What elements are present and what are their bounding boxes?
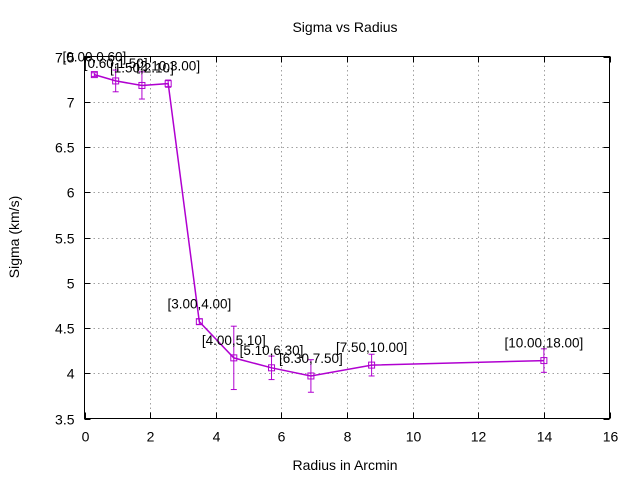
x-tick-label: 14: [537, 429, 553, 445]
y-axis-title: Sigma (km/s): [6, 196, 22, 278]
data-label: [3.00,4.00]: [167, 297, 231, 312]
data-point: [195, 318, 203, 326]
data-label: [0.60,1.50]: [84, 56, 148, 71]
y-tick-label: 6: [67, 185, 75, 201]
data-point: [90, 71, 98, 79]
data-label: [7.50,10.00]: [336, 340, 407, 355]
y-tick-label: 3.5: [55, 412, 75, 428]
series-line: [94, 73, 544, 377]
x-tick-label: 0: [82, 429, 90, 445]
data-label: [4.00,5.10]: [202, 333, 266, 348]
y-tick-label: 7: [67, 95, 75, 111]
x-tick-label: 8: [344, 429, 352, 445]
y-tick-label: 5: [67, 276, 75, 292]
y-tick-label: 7.5: [55, 50, 75, 66]
point-labels: [0.00,0.60][0.60,1.50][1.50,2.10][2.10,3…: [62, 50, 583, 366]
x-tick-label: 2: [147, 429, 155, 445]
chart-title: Sigma vs Radius: [292, 19, 397, 35]
data-point: [230, 354, 238, 362]
data-label: [0.00,0.60]: [62, 50, 126, 65]
data-point: [268, 364, 276, 372]
data-point: [138, 81, 146, 89]
data-point: [164, 80, 172, 88]
x-tick-label: 10: [406, 429, 422, 445]
x-tick-label: 16: [603, 429, 619, 445]
data-label: [10.00,18.00]: [504, 336, 583, 351]
x-tick-label: 12: [471, 429, 487, 445]
data-point: [540, 357, 548, 365]
data-label: [1.50,2.10]: [110, 60, 174, 75]
data-label: [5.10,6.30]: [240, 343, 304, 358]
axis-ticks: 0 2 4 6 8 10 12 14 16 3.5 4 4.5 5 5.5 6 6.5 7 7.5: [55, 50, 618, 445]
y-tick-label: 5.5: [55, 231, 75, 247]
y-tick-label: 6.5: [55, 140, 75, 156]
data-point: [112, 77, 120, 85]
data-label: [2.10,3.00]: [136, 59, 200, 74]
data-label: [6.30,7.50]: [279, 351, 343, 366]
x-tick-label: 6: [278, 429, 286, 445]
grid: [84, 56, 610, 419]
data-point: [307, 372, 315, 380]
x-tick-label: 4: [213, 429, 221, 445]
y-tick-label: 4: [67, 366, 75, 382]
data-series: [90, 69, 548, 393]
data-point: [368, 361, 376, 369]
x-axis-title: Radius in Arcmin: [292, 457, 397, 473]
y-tick-label: 4.5: [55, 321, 75, 337]
